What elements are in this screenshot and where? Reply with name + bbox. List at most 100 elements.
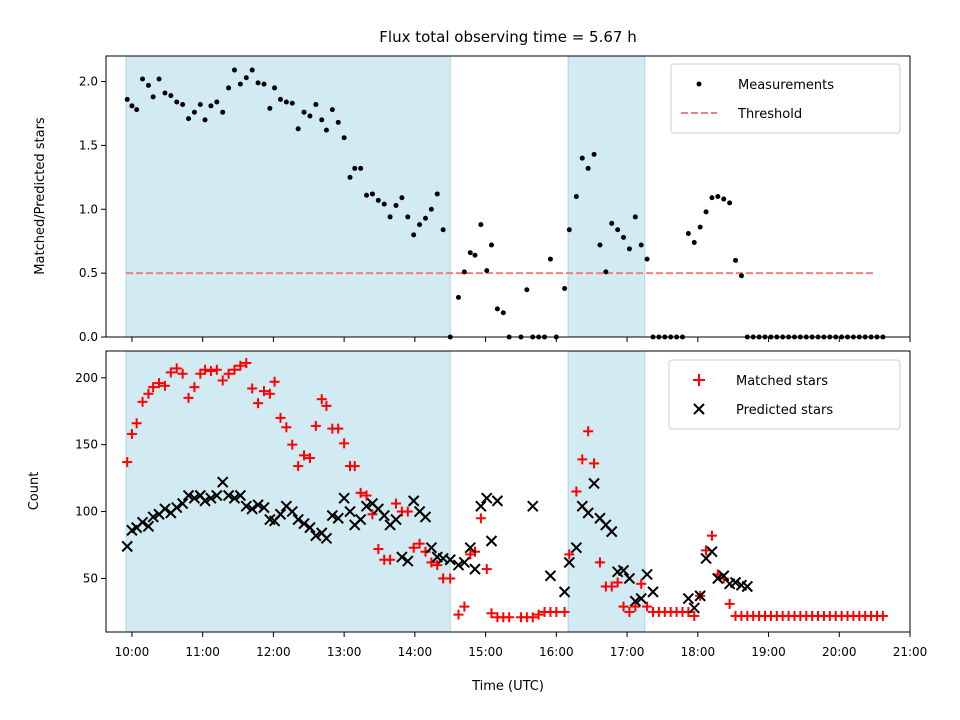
ratio-panel: 0.00.51.01.52.0 Matched/Predicted stars …	[33, 55, 911, 344]
predicted-star-point	[304, 521, 316, 534]
matched-star-point	[310, 420, 321, 431]
predicted-star-point	[682, 592, 695, 605]
matched-star-point	[299, 450, 310, 461]
counts-panel: 50 100 150 200 10:00 11:00 12:00 13:00 14:00 15:…	[27, 350, 927, 694]
matched-star-point	[281, 422, 292, 433]
ratio-y-ticks: 0.0 0.5 1.0 1.5 2.0	[79, 75, 106, 344]
measurement-point	[168, 93, 174, 99]
predicted-star-point	[570, 541, 583, 554]
top-observing-window-2	[567, 55, 646, 338]
predicted-star-point	[360, 500, 373, 512]
measurement-point	[329, 107, 335, 113]
measurement-point	[685, 231, 691, 237]
measurement-point	[347, 174, 353, 180]
predicted-star-point	[390, 513, 402, 526]
bottom-observing-window-1	[125, 350, 451, 633]
measurement-point	[289, 100, 295, 106]
predicted-star-point	[344, 505, 356, 518]
measurement-point	[156, 76, 162, 82]
matched-star-point	[624, 606, 635, 617]
x-tick-label: 20:00	[822, 645, 857, 659]
measurement-point	[494, 306, 500, 312]
predicted-star-point	[635, 592, 647, 605]
measurement-point	[140, 76, 146, 82]
measurement-point	[609, 220, 615, 226]
matched-star-point	[253, 398, 264, 409]
matched-star-point	[877, 610, 888, 621]
predicted-star-point	[228, 492, 241, 504]
matched-star-points	[122, 358, 888, 623]
measurement-point	[615, 227, 621, 233]
legend-measurements-label: Measurements	[738, 78, 834, 93]
predicted-star-point	[136, 516, 149, 528]
matched-star-point	[339, 438, 350, 449]
predicted-star-point	[147, 511, 159, 523]
measurement-point	[162, 90, 168, 96]
matched-star-point	[689, 610, 700, 621]
matched-star-point	[122, 457, 133, 468]
measurement-point	[307, 113, 313, 119]
matched-star-point	[612, 577, 623, 588]
matched-star-point	[333, 423, 344, 434]
predicted-star-point	[475, 500, 487, 512]
matched-star-point	[235, 360, 246, 371]
predicted-star-point	[629, 595, 642, 607]
matched-star-point	[420, 546, 431, 557]
counts-axes-frame	[105, 350, 911, 633]
ratio-y-axis-label: Matched/Predicted stars	[33, 117, 48, 275]
matched-star-point	[583, 426, 594, 437]
measurement-point	[272, 85, 278, 91]
measurement-point	[579, 155, 585, 161]
matched-star-point	[269, 376, 280, 387]
matched-star-point	[165, 367, 176, 378]
measurement-point	[369, 191, 375, 197]
matched-star-point	[183, 392, 194, 403]
measurement-point	[472, 252, 478, 258]
predicted-star-point	[712, 572, 724, 585]
matched-star-point	[361, 490, 372, 501]
ratio-y-tick-label: 1.5	[79, 138, 98, 152]
measurement-point	[603, 269, 609, 275]
predicted-star-point	[234, 489, 247, 502]
measurement-point	[434, 191, 440, 197]
predicted-star-point	[582, 507, 594, 519]
predicted-star-point	[419, 511, 432, 523]
matched-star-point	[606, 581, 617, 592]
measurement-point	[295, 126, 301, 132]
matched-star-point	[223, 368, 234, 379]
matched-star-point	[636, 578, 647, 589]
matched-star-point	[143, 388, 154, 399]
measurement-point	[387, 214, 393, 220]
measurement-point	[319, 117, 325, 123]
measurement-point	[249, 67, 255, 73]
legend-predicted-label: Predicted stars	[736, 403, 833, 418]
measurement-points	[124, 67, 886, 340]
matched-star-point	[131, 418, 142, 429]
measurement-point	[214, 99, 220, 105]
measurement-point	[277, 96, 283, 102]
measurement-point	[145, 82, 151, 88]
measurement-point	[591, 151, 597, 157]
legend-matched-marker	[693, 374, 705, 386]
predicted-star-points	[121, 476, 754, 614]
ratio-y-tick-label: 1.0	[79, 202, 98, 216]
matched-star-point	[217, 375, 228, 386]
counts-y-tick-label: 150	[75, 438, 98, 452]
matched-star-point	[445, 573, 456, 584]
predicted-star-point	[246, 503, 258, 515]
matched-star-point	[564, 549, 575, 560]
predicted-star-point	[378, 509, 390, 522]
measurement-point	[134, 107, 140, 113]
legend-measurements-marker	[696, 81, 702, 87]
x-tick-label: 17:00	[610, 645, 645, 659]
matched-star-point	[683, 606, 694, 617]
measurement-point	[364, 192, 370, 198]
counts-legend-box	[668, 359, 901, 430]
measurement-point	[220, 109, 226, 115]
measurement-point	[405, 214, 411, 220]
measurement-point	[621, 234, 627, 240]
matched-star-point	[402, 506, 413, 517]
measurement-point	[721, 196, 727, 202]
predicted-star-point	[617, 564, 630, 577]
